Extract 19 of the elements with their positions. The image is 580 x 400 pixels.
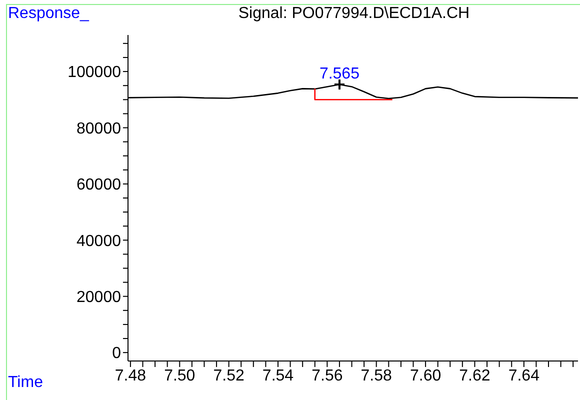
x-tick-label: 7.56 [312,367,343,384]
y-tick-label: 40000 [76,232,122,250]
x-tick-label: 7.64 [508,367,540,384]
x-tick-label: 7.62 [459,367,490,384]
x-tick-label: 7.52 [213,367,244,384]
x-tick-label: 7.50 [164,367,196,384]
y-axis-title: Response_ [8,5,89,23]
x-tick-label: 7.48 [114,367,146,384]
y-tick-label: 100000 [68,64,122,82]
x-tick-label: 7.58 [360,367,392,384]
y-tick-label: 0 [112,345,122,362]
x-axis-title: Time [8,374,43,392]
y-tick-label: 20000 [76,289,122,306]
annotation: 7.565 [319,65,360,82]
y-tick-label: 60000 [76,176,122,194]
y-tick-label: 80000 [76,120,122,138]
chart-title: Signal: PO077994.D\ECD1A.CH [237,5,471,23]
x-tick-label: 7.54 [262,367,294,384]
x-tick-label: 7.60 [410,367,442,384]
